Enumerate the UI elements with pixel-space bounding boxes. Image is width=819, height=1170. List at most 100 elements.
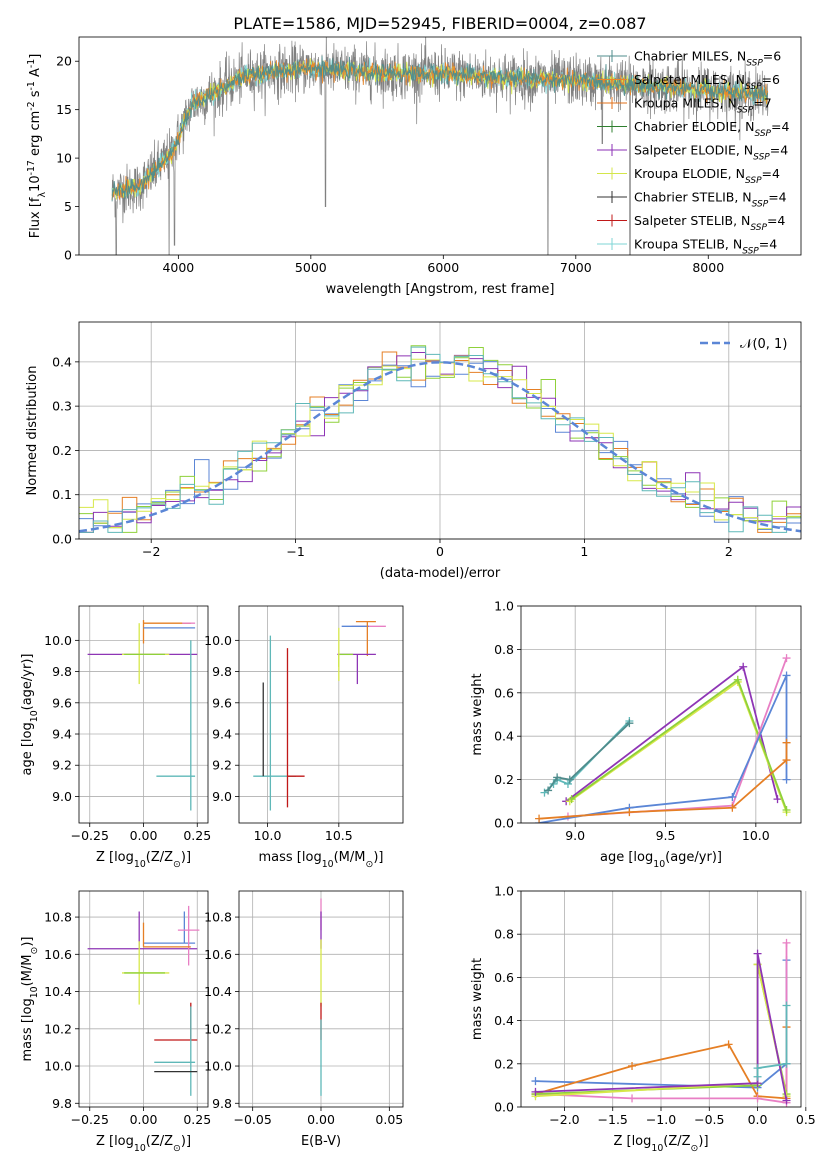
y-tick-label: 0.2 xyxy=(494,772,514,787)
plot-area xyxy=(535,654,791,823)
y-tick-label: 9.0 xyxy=(212,789,232,804)
x-axis-label: Z [log10(Z/Z⊙)] xyxy=(96,1134,191,1154)
data-point xyxy=(782,938,791,947)
x-tick-label: 6000 xyxy=(427,260,459,275)
y-tick-label: 15 xyxy=(56,102,72,117)
axes-frame xyxy=(520,605,802,824)
y-axis-label: mass [log10(M/M⊙)] xyxy=(20,937,40,1062)
data-point xyxy=(563,779,572,788)
y-tick-label: 5 xyxy=(64,199,72,214)
y-tick-label: 10.0 xyxy=(204,1059,232,1074)
x-tick-label: −1 xyxy=(286,544,304,559)
y-tick-label: 9.0 xyxy=(52,789,72,804)
y-tick-label: 0.4 xyxy=(494,729,514,744)
panel-age_vs_mass: 10.0 10.5 9.0 9.2 9.4 9.6 9.8 10.0 mass [log10(M… xyxy=(204,605,404,870)
series-line xyxy=(539,742,788,820)
legend-label: Chabrier MILES, NSSP=6 xyxy=(634,49,781,69)
y-tick-label: 10.2 xyxy=(204,1021,232,1036)
data-point xyxy=(782,775,791,784)
legend-label: Chabrier ELODIE, NSSP=4 xyxy=(634,119,789,139)
y-tick-label: 9.4 xyxy=(52,727,72,742)
data-point xyxy=(753,1072,762,1081)
y-tick-label: 0 xyxy=(64,248,72,263)
x-tick-label: −1.5 xyxy=(598,1112,628,1127)
legend: 𝒩(0, 1) xyxy=(700,337,787,352)
y-tick-label: 1.0 xyxy=(494,599,514,614)
y-tick-label: 0.4 xyxy=(52,354,72,369)
y-tick-label: 9.6 xyxy=(52,695,72,710)
y-tick-label: 10.0 xyxy=(204,633,232,648)
y-tick-label: 9.8 xyxy=(52,664,72,679)
series-line xyxy=(535,953,788,1101)
x-tick-label: 10.0 xyxy=(742,828,770,843)
x-tick-label: −0.05 xyxy=(234,1112,272,1127)
y-tick-label: 10.6 xyxy=(44,947,72,962)
y-tick-label: 10.4 xyxy=(204,984,232,999)
y-axis-label: Flux [fλ10-17 erg cm-2 s-1 A-1] xyxy=(26,54,48,239)
plot-area xyxy=(87,620,198,811)
x-tick-label: −1.0 xyxy=(646,1112,676,1127)
y-tick-label: 10 xyxy=(56,151,72,166)
legend-label: Kroupa ELODIE, NSSP=4 xyxy=(634,166,780,186)
x-tick-label: 0.00 xyxy=(307,1112,335,1127)
data-point xyxy=(753,949,762,958)
data-point xyxy=(753,1094,762,1103)
normal-curve xyxy=(79,361,801,533)
x-axis-label: E(B-V) xyxy=(301,1134,341,1149)
plot-area xyxy=(531,938,791,1107)
data-point xyxy=(567,795,576,804)
panel-age_vs_z: −0.25 0.00 0.25 9.0 9.2 9.4 9.6 9.8 10.0 Z [log10… xyxy=(20,605,211,870)
legend-label: Salpeter MILES, NSSP=6 xyxy=(634,72,780,92)
series-line xyxy=(567,657,788,818)
x-tick-label: −0.5 xyxy=(694,1112,724,1127)
x-tick-label: 2 xyxy=(725,544,733,559)
y-tick-label: 10.8 xyxy=(204,910,232,925)
axes-frame xyxy=(238,605,404,824)
data-point xyxy=(773,795,782,804)
series-line xyxy=(538,675,788,823)
x-tick-label: 1 xyxy=(580,544,588,559)
y-tick-label: 10.6 xyxy=(204,947,232,962)
y-tick-label: 0.0 xyxy=(52,532,72,547)
panel-mass_vs_z: −0.25 0.00 0.25 9.8 10.0 10.2 10.4 10.6 10.8 Z [l… xyxy=(20,890,211,1154)
series-line xyxy=(547,722,631,792)
data-point xyxy=(733,675,742,684)
gridlines xyxy=(521,890,807,1108)
y-tick-label: 0.0 xyxy=(494,816,514,831)
y-axis-label: mass weight xyxy=(470,958,485,1040)
x-tick-label: 8000 xyxy=(692,260,724,275)
data-point xyxy=(782,654,791,663)
data-point xyxy=(531,1077,540,1086)
gridlines xyxy=(521,605,801,824)
x-axis-label: wavelength [Angstrom, rest frame] xyxy=(326,282,555,297)
y-tick-label: 0.2 xyxy=(52,443,72,458)
series-line xyxy=(756,1005,788,1077)
y-tick-label: 9.2 xyxy=(212,758,232,773)
panel-residuals: −2 −1 0 1 2 0.0 0.1 0.2 0.3 0.4 (data-model)/error… xyxy=(25,321,802,581)
y-axis-label: Normed distribution xyxy=(25,366,40,496)
y-axis-label: mass weight xyxy=(470,673,485,755)
data-point xyxy=(782,738,791,747)
legend-label: Salpeter ELODIE, NSSP=4 xyxy=(634,143,788,163)
x-tick-label: 0.25 xyxy=(183,1112,211,1127)
data-point xyxy=(728,803,737,812)
y-tick-label: 0.8 xyxy=(494,927,514,942)
y-tick-label: 10.0 xyxy=(44,633,72,648)
y-tick-label: 0.8 xyxy=(494,642,514,657)
gridlines xyxy=(239,606,403,823)
data-point xyxy=(739,662,748,671)
axes-frame xyxy=(78,36,802,256)
legend-label: Salpeter STELIB, NSSP=4 xyxy=(634,213,785,233)
y-tick-label: 0.1 xyxy=(52,487,72,502)
panel-mass_weight_vs_age: 9.0 9.5 10.0 0.0 0.2 0.4 0.6 0.8 1.0 age [log10(a… xyxy=(470,599,802,870)
panel-spectrum: 4000 5000 6000 7000 8000 0 5 10 15 20 wavelength [… xyxy=(26,36,802,297)
figure-title: PLATE=1586, MJD=52945, FIBERID=0004, z=0… xyxy=(233,14,646,33)
data-point xyxy=(544,786,553,795)
data-point xyxy=(782,1096,791,1105)
x-axis-label: Z [log10(Z/Z⊙)] xyxy=(613,1134,708,1154)
x-tick-label: 0.0 xyxy=(748,1112,768,1127)
x-tick-label: 10.0 xyxy=(254,828,282,843)
y-tick-label: 9.8 xyxy=(212,1096,232,1111)
data-point xyxy=(728,792,737,801)
